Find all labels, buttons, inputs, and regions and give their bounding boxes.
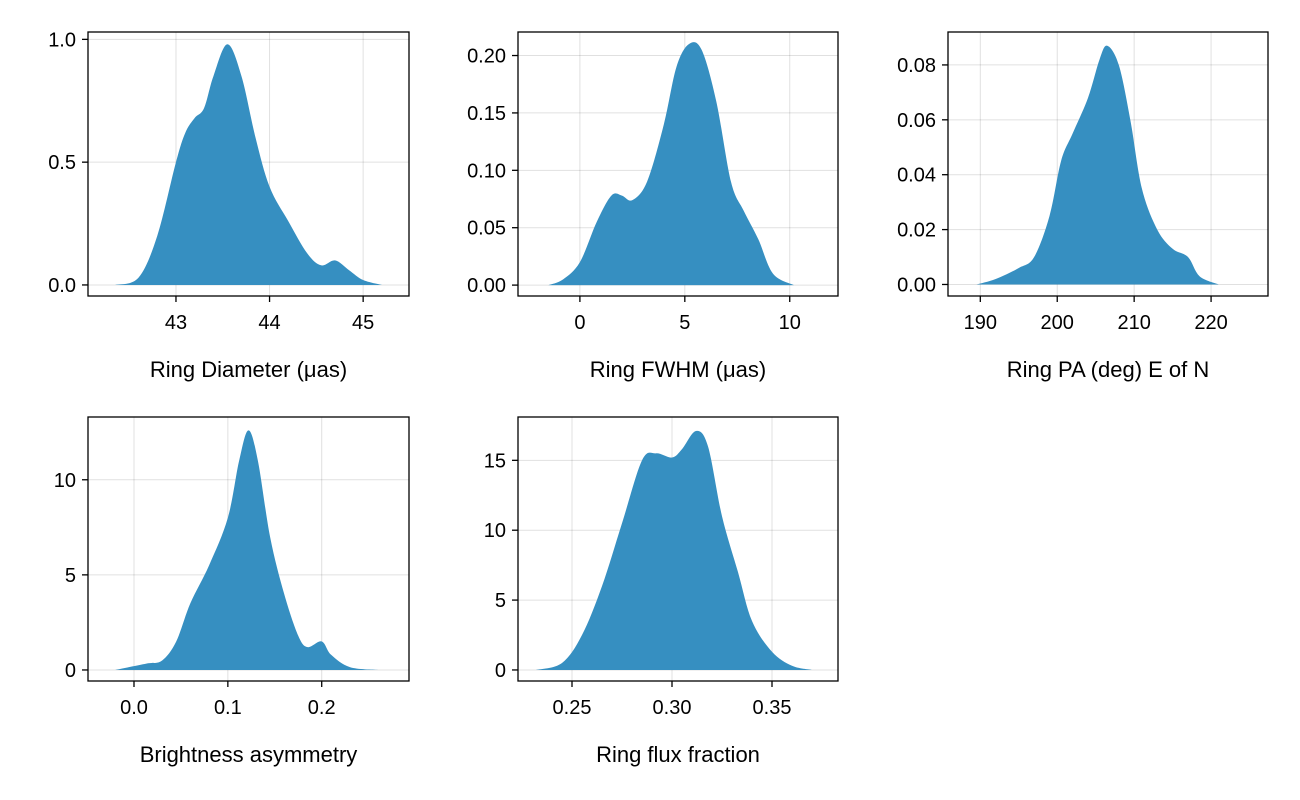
y-tick-label: 0.0: [48, 275, 76, 297]
y-tick-label: 0.02: [897, 220, 936, 242]
axes-frame: [87, 31, 410, 297]
x-tick-label: 44: [258, 312, 280, 334]
y-tick-label: 15: [484, 450, 506, 472]
y-tick-label: 5: [495, 590, 506, 612]
y-tick-label: 0: [65, 660, 76, 682]
x-axis-label: Ring Diameter (μas): [150, 357, 347, 382]
x-tick-label: 0.2: [308, 697, 336, 719]
y-tick-label: 0.5: [48, 152, 76, 174]
y-tick-label: 0.10: [467, 160, 506, 182]
y-tick-label: 0.00: [897, 274, 936, 296]
density-panel-4: 0.0 0.1 0.2 0 5 10 Brightness asymmetry: [54, 416, 410, 767]
axes-frame: [517, 31, 839, 297]
density-area: [115, 430, 379, 670]
x-tick-label: 190: [964, 312, 997, 334]
y-tick-label: 0: [495, 660, 506, 682]
x-tick-label: 45: [352, 312, 374, 334]
axes-frame: [947, 31, 1269, 297]
x-tick-label: 200: [1041, 312, 1074, 334]
axes-frame: [87, 416, 410, 682]
y-tick-label: 0.08: [897, 55, 936, 77]
y-tick-label: 0.15: [467, 103, 506, 125]
y-tick-label: 5: [65, 565, 76, 587]
x-tick-label: 0.30: [653, 697, 692, 719]
density-area: [536, 430, 812, 670]
y-tick-label: 1.0: [48, 29, 76, 51]
density-area: [115, 44, 382, 285]
x-axis-label: Ring FWHM (μas): [590, 357, 766, 382]
x-tick-label: 0.0: [120, 697, 148, 719]
x-axis-label: Ring PA (deg) E of N: [1007, 357, 1210, 382]
x-tick-label: 220: [1194, 312, 1227, 334]
density-area: [976, 45, 1219, 285]
y-tick-label: 0.06: [897, 110, 936, 132]
density-area: [548, 42, 794, 286]
x-axis-label: Ring flux fraction: [596, 742, 760, 767]
density-panel-2: 0 5 10 0.00 0.05 0.10 0.15 0.20 Ring FWHM (μas): [467, 31, 839, 382]
y-tick-label: 0.04: [897, 165, 936, 187]
y-tick-label: 10: [484, 520, 506, 542]
axes-frame: [517, 416, 839, 682]
x-tick-label: 0.35: [753, 697, 792, 719]
x-axis-label: Brightness asymmetry: [140, 742, 358, 767]
y-tick-label: 0.20: [467, 46, 506, 68]
density-panel-5: 0.25 0.30 0.35 0 5 10 15 Ring flux fraction: [484, 416, 839, 767]
x-tick-label: 5: [679, 312, 690, 334]
x-tick-label: 43: [165, 312, 187, 334]
density-panel-1: 43 44 45 0.0 0.5 1.0 Ring Diameter (μas): [48, 29, 410, 382]
x-tick-label: 210: [1117, 312, 1150, 334]
y-tick-label: 0.00: [467, 275, 506, 297]
x-tick-label: 10: [779, 312, 801, 334]
y-tick-label: 0.05: [467, 218, 506, 240]
y-tick-label: 10: [54, 470, 76, 492]
x-tick-label: 0: [574, 312, 585, 334]
density-panel-3: 190 200 210 220 0.00 0.02 0.04 0.06 0.08 Ring PA …: [897, 31, 1269, 382]
x-tick-label: 0.1: [214, 697, 242, 719]
x-tick-label: 0.25: [553, 697, 592, 719]
